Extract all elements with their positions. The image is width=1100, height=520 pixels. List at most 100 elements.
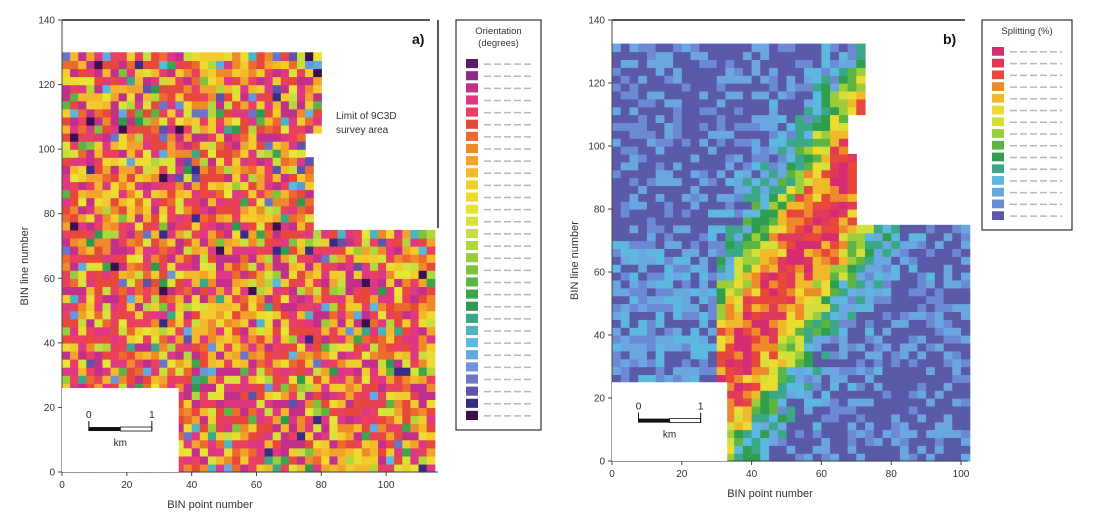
heatmap-cell [264,359,274,368]
heatmap-cell [86,68,95,78]
heatmap-cell [62,100,71,110]
heatmap-cell [321,262,330,271]
heatmap-cell [70,197,79,207]
heatmap-cell [690,240,700,249]
heatmap-cell [183,229,193,239]
scale-bar-white [119,426,153,432]
heatmap-cell [110,383,120,392]
heatmap-cell [655,264,665,273]
heatmap-cell [256,133,266,142]
heatmap-cell [699,350,709,360]
legend-swatch [466,410,478,420]
heatmap-cell [110,181,120,191]
heatmap-cell [899,445,910,454]
heatmap-cell [795,264,805,273]
heatmap-cell [751,319,761,328]
heatmap-cell [134,359,144,368]
legend-swatch [992,47,1004,56]
heatmap-cell [207,133,217,142]
heatmap-cell [256,350,266,360]
heatmap-cell [777,185,788,194]
heatmap-cell [118,197,128,207]
heatmap-cell [708,75,718,84]
heatmap-cell [882,319,892,328]
heatmap-cell [216,181,225,191]
heatmap-cell [175,423,185,433]
heatmap-cell [86,133,95,142]
heatmap-cell [838,169,849,179]
heatmap-cell [681,122,692,131]
heatmap-cell [777,209,788,218]
heatmap-cell [830,342,840,352]
heatmap-cell [272,141,282,150]
heatmap-cell [151,205,160,215]
heatmap-cell [804,319,814,328]
heatmap-cell [725,311,735,320]
heatmap-cell [207,84,217,94]
heatmap-cell [777,256,788,265]
heatmap-cell [760,327,770,336]
heatmap-cell [699,98,709,108]
heatmap-cell [110,367,120,376]
heatmap-cell [786,224,796,234]
heatmap-cell [361,270,371,279]
heatmap-cell [952,437,962,446]
heatmap-cell [725,98,735,108]
heatmap-cell [62,318,71,328]
heatmap-cell [699,335,709,344]
heatmap-cell [708,279,718,289]
heatmap-cell [620,256,630,265]
heatmap-cell [248,399,258,409]
heatmap-cell [838,161,849,171]
heatmap-cell [264,189,274,199]
heatmap-cell [207,294,217,304]
heatmap-cell [134,334,144,344]
heatmap-cell [673,256,683,265]
heatmap-cell [646,240,657,249]
heatmap-cell [297,213,306,223]
heatmap-cell [856,240,866,249]
heatmap-cell [410,278,420,287]
heatmap-cell [786,390,796,399]
heatmap-cell [264,423,274,433]
heatmap-cell [386,359,395,368]
heatmap-cell [856,59,866,68]
heatmap-cell [934,398,945,407]
heatmap-cell [240,221,249,231]
heatmap-cell [264,294,274,304]
heatmap-cell [272,375,282,384]
heatmap-cell [102,76,112,86]
heatmap-cell [708,67,718,76]
heatmap-cell [769,453,779,462]
heatmap-cell [78,84,87,94]
heatmap-cell [699,75,709,84]
heatmap-cell [830,279,840,289]
heatmap-cell [353,294,363,304]
heatmap-cell [313,383,322,392]
heatmap-cell [369,342,379,352]
heatmap-cell [821,122,831,131]
heatmap-cell [725,342,735,352]
heatmap-cell [725,350,735,360]
heatmap-cell [847,201,857,210]
heatmap-cell [891,413,901,423]
heatmap-cell [288,294,298,304]
heatmap-cell [908,453,918,462]
heatmap-cell [664,342,674,352]
heatmap-cell [690,201,700,210]
heatmap-cell [742,421,753,431]
heatmap-cell [664,114,674,123]
heatmap-cell [821,201,831,210]
heatmap-cell [369,455,379,465]
heatmap-cell [167,237,176,247]
heatmap-cell [175,262,185,271]
heatmap-cell [934,437,945,446]
heatmap-cell [812,327,822,336]
heatmap-cell [126,237,136,247]
heatmap-cell [216,237,225,247]
heatmap-cell [126,254,136,263]
panel-b-label: b) [943,31,956,47]
heatmap-cell [118,149,128,158]
heatmap-cell [891,421,901,431]
heatmap-cell [786,232,796,242]
